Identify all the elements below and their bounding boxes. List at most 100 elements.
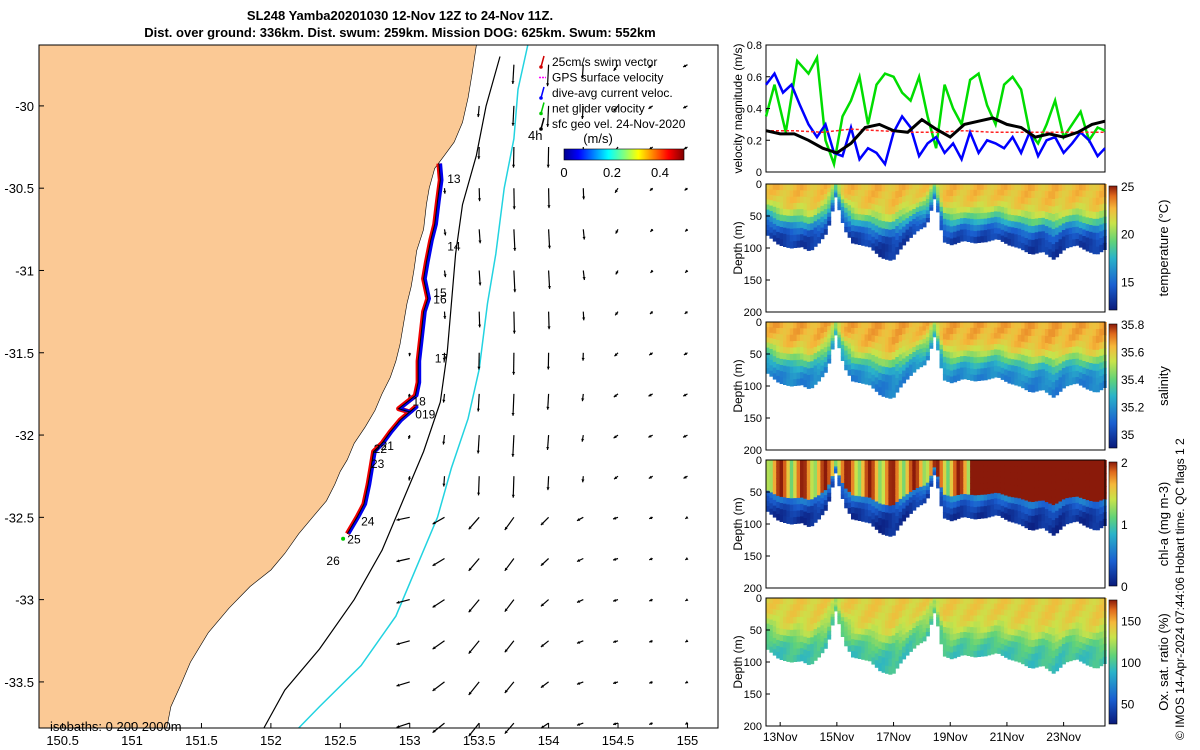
section-cell bbox=[939, 469, 944, 475]
section-cell bbox=[993, 630, 998, 637]
section-cell bbox=[834, 333, 838, 336]
section-cell bbox=[1078, 234, 1083, 242]
section-cell bbox=[840, 621, 845, 626]
section-cell bbox=[810, 367, 815, 376]
section-cell bbox=[970, 483, 975, 490]
section-cell bbox=[772, 649, 777, 656]
section-cell bbox=[1078, 598, 1083, 605]
section-cell bbox=[1021, 184, 1026, 192]
section-cell bbox=[1031, 508, 1036, 517]
section-cell bbox=[942, 460, 947, 467]
velocity-vector bbox=[547, 105, 550, 127]
section-cell bbox=[1038, 224, 1043, 233]
section-cell bbox=[1044, 364, 1049, 372]
section-cell bbox=[1058, 246, 1063, 254]
section-cell bbox=[803, 610, 808, 618]
section-cell bbox=[861, 202, 866, 210]
section-cell bbox=[874, 522, 879, 530]
section-cell bbox=[888, 329, 893, 338]
section-cell bbox=[823, 352, 828, 358]
section-cell bbox=[891, 650, 896, 659]
section-cell bbox=[997, 217, 1002, 224]
section-cell bbox=[871, 466, 876, 474]
section-cell bbox=[908, 630, 913, 636]
section-cell bbox=[1010, 610, 1015, 618]
section-cell bbox=[847, 491, 852, 498]
section-cell bbox=[1010, 598, 1015, 605]
section-cell bbox=[1085, 348, 1090, 357]
section-cell bbox=[864, 221, 869, 228]
section-cell bbox=[980, 184, 985, 191]
section-cell bbox=[1044, 467, 1049, 475]
section-cell bbox=[823, 490, 828, 496]
section-cell bbox=[1041, 184, 1046, 192]
section-cell bbox=[827, 476, 832, 482]
section-cell bbox=[1007, 226, 1012, 234]
section-cell bbox=[1089, 204, 1094, 212]
velocity-vector bbox=[477, 435, 480, 454]
section-cell bbox=[854, 621, 859, 629]
section-cell bbox=[1038, 190, 1043, 199]
section-cell bbox=[813, 491, 818, 498]
section-cell bbox=[803, 229, 808, 237]
section-cell bbox=[1078, 366, 1083, 373]
section-cell bbox=[1061, 624, 1066, 632]
imos-credit: © IMOS 14-Apr-2024 07:44:06 Hobart time.… bbox=[1173, 438, 1187, 740]
section-cell bbox=[973, 507, 978, 514]
section-cell bbox=[895, 322, 900, 330]
section-cell bbox=[800, 497, 804, 505]
section-cell bbox=[973, 477, 978, 485]
section-cell bbox=[854, 190, 859, 197]
section-cell bbox=[936, 192, 941, 196]
velocity-vector-head bbox=[511, 453, 515, 457]
section-cell bbox=[830, 616, 835, 621]
section-cell bbox=[813, 629, 818, 636]
section-cell bbox=[823, 204, 828, 210]
velocity-vector-head bbox=[513, 247, 517, 251]
section-cell bbox=[772, 344, 777, 352]
section-cell bbox=[939, 464, 944, 470]
section-cell bbox=[1024, 382, 1029, 391]
section-cell bbox=[1041, 466, 1046, 475]
section-cell bbox=[922, 468, 927, 474]
section-cell bbox=[857, 646, 862, 653]
section-cell bbox=[905, 235, 910, 242]
section-cell bbox=[1099, 211, 1104, 219]
section-cell bbox=[1075, 346, 1080, 354]
section-cell bbox=[783, 240, 787, 247]
section-cell bbox=[861, 239, 866, 246]
section-cell bbox=[868, 635, 872, 643]
section-cell bbox=[861, 334, 866, 341]
section-cell bbox=[891, 527, 896, 536]
section-cell bbox=[922, 477, 927, 482]
section-cell bbox=[1078, 202, 1083, 210]
track-day-label: 25 bbox=[347, 533, 361, 547]
section-cell bbox=[1082, 604, 1087, 612]
section-cell bbox=[949, 622, 954, 629]
section-cell bbox=[925, 624, 930, 629]
section-cell bbox=[1078, 516, 1083, 524]
section-cell bbox=[772, 637, 777, 645]
section-cell bbox=[997, 482, 1002, 489]
section-cell bbox=[1078, 322, 1083, 329]
section-cell bbox=[766, 230, 770, 236]
section-cell bbox=[1024, 625, 1029, 633]
section-cell bbox=[997, 200, 1002, 207]
section-cell bbox=[1031, 460, 1036, 468]
section-cell bbox=[895, 598, 900, 606]
section-cell bbox=[871, 223, 876, 231]
section-cell bbox=[959, 477, 964, 484]
section-cell bbox=[813, 196, 818, 204]
section-cell bbox=[929, 194, 934, 198]
section-cell bbox=[1034, 328, 1039, 337]
section-cell bbox=[1041, 231, 1046, 239]
section-cell bbox=[902, 634, 907, 642]
section-y-tick-label: 150 bbox=[744, 275, 762, 287]
section-cell bbox=[1082, 223, 1087, 231]
section-cell bbox=[885, 329, 889, 338]
section-cell bbox=[813, 240, 818, 247]
section-cell bbox=[1061, 506, 1066, 514]
section-colorbar bbox=[1108, 461, 1118, 587]
section-cell bbox=[915, 350, 920, 356]
section-cell bbox=[844, 331, 849, 337]
